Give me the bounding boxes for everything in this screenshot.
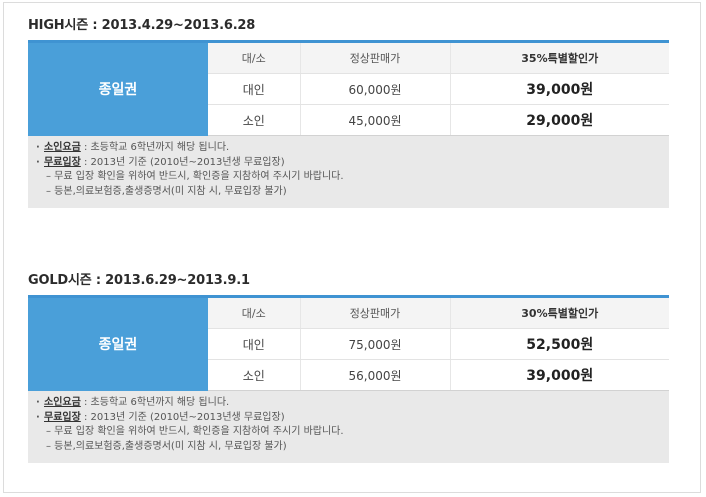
price-table: 종일권 대/소 정상판매가 35%특별할인가 대인 60,000원 39,000… xyxy=(28,40,669,136)
high-season-section: HIGH시즌 : 2013.4.29~2013.6.28 종일권 대/소 정상판… xyxy=(28,12,669,208)
header-normal-price: 정상판매가 xyxy=(300,41,451,74)
note-text: : 2013년 기준 (2010년~2013년생 무료입장) xyxy=(80,411,285,423)
note-sub-line: – 무료 입장 확인을 위하여 반드시, 확인증을 지참하여 주시기 바랍니다. xyxy=(46,426,344,437)
season-title: GOLD시즌 : 2013.6.29~2013.9.1 xyxy=(28,273,250,288)
note-text: : 초등학교 6학년까지 해당 됩니다. xyxy=(80,142,230,153)
row-discount-price: 52,500원 xyxy=(450,328,669,360)
ticket-type-cell: 종일권 xyxy=(28,41,208,136)
note-text: : 초등학교 6학년까지 해당 됩니다. xyxy=(80,397,230,408)
note-child-fare: · 소인요금 : 초등학교 6학년까지 해당 됩니다. xyxy=(36,397,230,408)
header-size: 대/소 xyxy=(208,41,301,74)
gold-season-section: GOLD시즌 : 2013.6.29~2013.9.1 종일권 대/소 정상판매… xyxy=(28,267,669,463)
note-key: 무료입장 xyxy=(44,156,81,168)
row-size: 대인 xyxy=(208,73,301,105)
table-header-row: 종일권 대/소 정상판매가 30%특별할인가 xyxy=(28,296,669,391)
notes-box: · 소인요금 : 초등학교 6학년까지 해당 됩니다. · 무료입장 : 2013년… xyxy=(28,136,669,208)
note-sub-line: – 등본,의료보험증,출생증명서(미 지참 시, 무료입장 불가) xyxy=(46,185,287,197)
row-normal-price: 56,000원 xyxy=(300,359,451,391)
row-size: 소인 xyxy=(208,359,301,391)
row-discount-price: 39,000원 xyxy=(450,73,669,105)
table-row: 대인 75,000원 52,500원 xyxy=(28,328,669,360)
row-normal-price: 75,000원 xyxy=(300,328,451,360)
header-discount-price: 30%특별할인가 xyxy=(450,296,669,329)
note-key: 무료입장 xyxy=(44,411,81,423)
note-sub-line: – 무료 입장 확인을 위하여 반드시, 확인증을 지참하여 주시기 바랍니다. xyxy=(46,171,344,182)
note-key: 소인요금 xyxy=(44,397,81,408)
ticket-type-cell: 종일권 xyxy=(28,296,208,391)
row-size: 대인 xyxy=(208,328,301,360)
row-discount-price: 39,000원 xyxy=(450,359,669,391)
note-text: : 2013년 기준 (2010년~2013년생 무료입장) xyxy=(80,156,285,168)
note-sub-line: – 등본,의료보험증,출생증명서(미 지참 시, 무료입장 불가) xyxy=(46,440,287,452)
header-normal-price: 정상판매가 xyxy=(300,296,451,329)
price-table: 종일권 대/소 정상판매가 30%특별할인가 대인 75,000원 52,500… xyxy=(28,295,669,391)
table-row: 소인 45,000원 29,000원 xyxy=(28,104,669,136)
note-free-entry: · 무료입장 : 2013년 기준 (2010년~2013년생 무료입장) xyxy=(36,156,285,168)
header-discount-price: 35%특별할인가 xyxy=(450,41,669,74)
page-frame xyxy=(3,2,701,493)
row-normal-price: 45,000원 xyxy=(300,104,451,136)
notes-box: · 소인요금 : 초등학교 6학년까지 해당 됩니다. · 무료입장 : 2013년… xyxy=(28,391,669,463)
row-size: 소인 xyxy=(208,104,301,136)
note-key: 소인요금 xyxy=(44,142,81,153)
note-child-fare: · 소인요금 : 초등학교 6학년까지 해당 됩니다. xyxy=(36,142,230,153)
row-discount-price: 29,000원 xyxy=(450,104,669,136)
table-header-row: 종일권 대/소 정상판매가 35%특별할인가 xyxy=(28,41,669,136)
header-size: 대/소 xyxy=(208,296,301,329)
season-title: HIGH시즌 : 2013.4.29~2013.6.28 xyxy=(28,18,256,33)
note-free-entry: · 무료입장 : 2013년 기준 (2010년~2013년생 무료입장) xyxy=(36,411,285,423)
table-row: 대인 60,000원 39,000원 xyxy=(28,73,669,105)
table-row: 소인 56,000원 39,000원 xyxy=(28,359,669,391)
row-normal-price: 60,000원 xyxy=(300,73,451,105)
